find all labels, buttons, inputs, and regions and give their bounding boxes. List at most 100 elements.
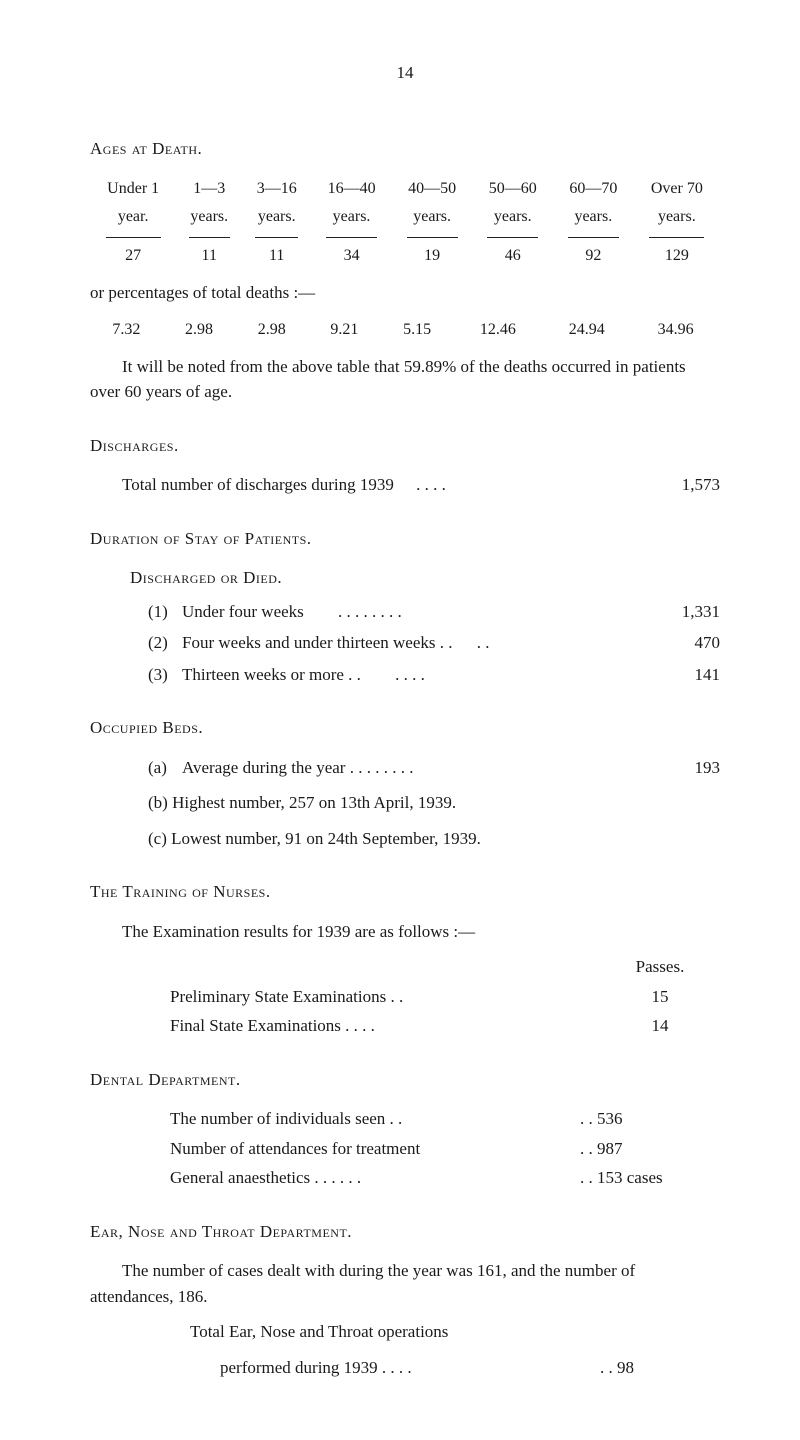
ages-pct-table: 7.32 2.98 2.98 9.21 5.15 12.46 24.94 34.… xyxy=(90,316,720,344)
discharges-value: 1,573 xyxy=(600,472,720,498)
training-1-v: 15 xyxy=(600,984,720,1010)
ages-header-row-1: Under 1 1—3 3—16 16—40 40—50 50—60 60—70… xyxy=(90,175,720,203)
duration-2-n: (2) xyxy=(148,630,182,656)
dental-row-2: Number of attendances for treatment . . … xyxy=(90,1136,720,1162)
passes-label: Passes. xyxy=(600,954,720,980)
age-count-2: 11 xyxy=(242,242,311,270)
ent-op2: performed during 1939 . . . . xyxy=(220,1355,600,1381)
ages-pct-row: 7.32 2.98 2.98 9.21 5.15 12.46 24.94 34.… xyxy=(90,316,720,344)
training-intro: The Examination results for 1939 are as … xyxy=(90,919,720,945)
age-col-h1-4: 40—50 xyxy=(392,175,473,203)
age-count-1: 11 xyxy=(176,242,242,270)
age-pct-6: 24.94 xyxy=(542,316,631,344)
duration-2-d: . . xyxy=(457,633,490,652)
ages-rule-row xyxy=(90,231,720,242)
beds-a-n: (a) xyxy=(148,755,182,781)
ages-heading: Ages at Death. xyxy=(90,136,720,162)
duration-1-d: . . . . . . . . xyxy=(308,602,402,621)
age-count-5: 46 xyxy=(472,242,553,270)
training-2-t: Final State Examinations . . . . xyxy=(170,1013,600,1039)
duration-heading: Duration of Stay of Patients. xyxy=(90,526,720,552)
beds-c: (c) Lowest number, 91 on 24th September,… xyxy=(90,826,720,852)
age-col-h1-6: 60—70 xyxy=(553,175,634,203)
dental-3-t: General anaesthetics . . . . . . xyxy=(170,1165,580,1191)
beds-b: (b) Highest number, 257 on 13th April, 1… xyxy=(90,790,720,816)
age-col-h1-7: Over 70 xyxy=(634,175,720,203)
dental-2-v: . . 987 xyxy=(580,1136,720,1162)
duration-3-n: (3) xyxy=(148,662,182,688)
age-col-h2-6: years. xyxy=(553,203,634,231)
discharges-heading: Discharges. xyxy=(90,433,720,459)
age-col-h2-1: years. xyxy=(176,203,242,231)
age-pct-3: 9.21 xyxy=(308,316,381,344)
rule-2 xyxy=(242,231,311,242)
duration-1-v: 1,331 xyxy=(640,599,720,625)
age-pct-4: 5.15 xyxy=(381,316,454,344)
training-1-t: Preliminary State Examinations . . xyxy=(170,984,600,1010)
rule-1 xyxy=(176,231,242,242)
duration-sub: Discharged or Died. xyxy=(90,565,720,591)
duration-2-v: 470 xyxy=(640,630,720,656)
duration-2-t: Four weeks and under thirteen weeks . . xyxy=(182,633,453,652)
ent-para: The number of cases dealt with during th… xyxy=(90,1258,720,1309)
age-pct-5: 12.46 xyxy=(453,316,542,344)
age-col-h1-2: 3—16 xyxy=(242,175,311,203)
age-col-h2-5: years. xyxy=(472,203,553,231)
dental-1-v: . . 536 xyxy=(580,1106,720,1132)
beds-heading: Occupied Beds. xyxy=(90,715,720,741)
age-col-h2-2: years. xyxy=(242,203,311,231)
rule-6 xyxy=(553,231,634,242)
age-count-0: 27 xyxy=(90,242,176,270)
duration-row-1: (1) Under four weeks . . . . . . . . 1,3… xyxy=(90,599,720,625)
rule-4 xyxy=(392,231,473,242)
age-pct-0: 7.32 xyxy=(90,316,163,344)
dental-1-t: The number of individuals seen . . xyxy=(170,1106,580,1132)
age-count-6: 92 xyxy=(553,242,634,270)
duration-1-n: (1) xyxy=(148,599,182,625)
age-col-h1-5: 50—60 xyxy=(472,175,553,203)
ent-heading: Ear, Nose and Throat Department. xyxy=(90,1219,720,1245)
training-2-v: 14 xyxy=(600,1013,720,1039)
dental-row-1: The number of individuals seen . . . . 5… xyxy=(90,1106,720,1132)
age-count-7: 129 xyxy=(634,242,720,270)
ages-header-row-2: year. years. years. years. years. years.… xyxy=(90,203,720,231)
dental-heading: Dental Department. xyxy=(90,1067,720,1093)
rule-3 xyxy=(311,231,392,242)
discharges-text: Total number of discharges during 1939 xyxy=(122,475,394,494)
ent-op-val: . . 98 xyxy=(600,1355,720,1381)
discharges-dots: . . . . xyxy=(398,475,446,494)
duration-row-3: (3) Thirteen weeks or more . . . . . . 1… xyxy=(90,662,720,688)
beds-a-t: Average during the year . . . . . . . . xyxy=(182,755,640,781)
training-heading: The Training of Nurses. xyxy=(90,879,720,905)
rule-7 xyxy=(634,231,720,242)
training-passes-row: Passes. xyxy=(90,954,720,980)
dental-row-3: General anaesthetics . . . . . . . . 153… xyxy=(90,1165,720,1191)
ages-table: Under 1 1—3 3—16 16—40 40—50 50—60 60—70… xyxy=(90,175,720,270)
duration-row-2: (2) Four weeks and under thirteen weeks … xyxy=(90,630,720,656)
ent-op1: Total Ear, Nose and Throat operations xyxy=(90,1319,720,1345)
training-row-1: Preliminary State Examinations . . 15 xyxy=(90,984,720,1010)
age-col-h2-0: year. xyxy=(90,203,176,231)
ages-counts-row: 27 11 11 34 19 46 92 129 xyxy=(90,242,720,270)
age-col-h1-3: 16—40 xyxy=(311,175,392,203)
rule-0 xyxy=(90,231,176,242)
age-col-h1-0: Under 1 xyxy=(90,175,176,203)
duration-1-t: Under four weeks xyxy=(182,602,304,621)
duration-3-d: . . . . xyxy=(365,665,425,684)
page-number: 14 xyxy=(90,60,720,86)
beds-a: (a) Average during the year . . . . . . … xyxy=(90,755,720,781)
age-pct-7: 34.96 xyxy=(631,316,720,344)
age-col-h1-1: 1—3 xyxy=(176,175,242,203)
discharges-row: Total number of discharges during 1939 .… xyxy=(90,472,720,498)
duration-3-t: Thirteen weeks or more . . xyxy=(182,665,361,684)
training-row-2: Final State Examinations . . . . 14 xyxy=(90,1013,720,1039)
age-pct-1: 2.98 xyxy=(163,316,236,344)
ages-pct-intro: or percentages of total deaths :— xyxy=(90,280,720,306)
beds-a-v: 193 xyxy=(640,755,720,781)
age-col-h2-4: years. xyxy=(392,203,473,231)
ent-op2-row: performed during 1939 . . . . . . 98 xyxy=(90,1355,720,1381)
age-pct-2: 2.98 xyxy=(235,316,308,344)
dental-3-v: . . 153 cases xyxy=(580,1165,720,1191)
duration-3-v: 141 xyxy=(640,662,720,688)
age-count-3: 34 xyxy=(311,242,392,270)
